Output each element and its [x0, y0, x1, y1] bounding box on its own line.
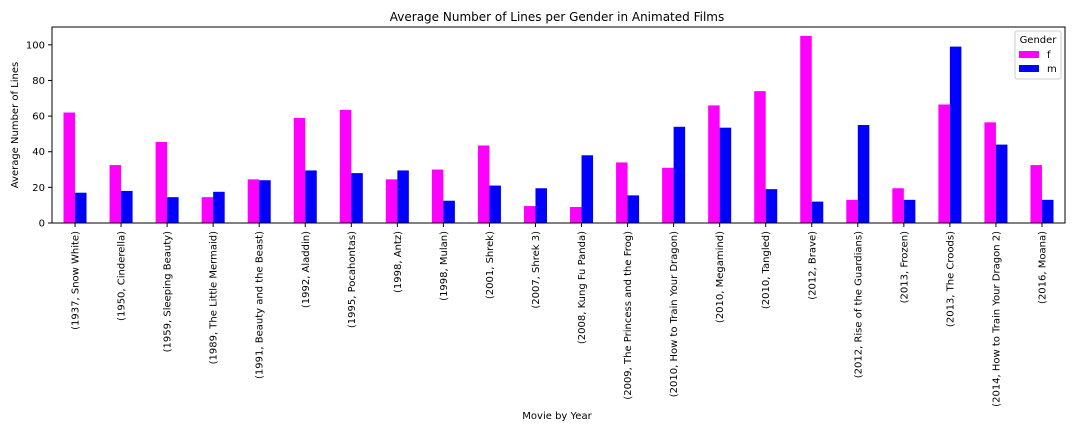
bar-f-12: [616, 162, 628, 223]
bar-m-12: [627, 195, 640, 223]
x-tick-label: (2007, Shrek 3): [531, 231, 542, 309]
x-tick-label: (2013, Frozen): [899, 231, 910, 303]
x-tick-label: (1989, The Little Mermaid): [209, 231, 220, 364]
x-tick-label: (1998, Antz): [393, 231, 404, 293]
bar-m-1: [121, 190, 133, 223]
bar-f-17: [846, 199, 858, 223]
bar-f-16: [800, 35, 812, 224]
y-axis: 0 20 40 60 80 100: [26, 40, 52, 230]
y-axis-title: Average Number of Lines: [10, 62, 21, 188]
y-tick-label: 80: [32, 76, 45, 87]
bar-m-20: [995, 144, 1008, 223]
bar-f-21: [1030, 165, 1042, 223]
legend-swatch-m: [1019, 65, 1039, 72]
bar-m-11: [581, 155, 594, 223]
y-tick-label: 40: [32, 147, 45, 158]
x-tick-label: (2014, How to Train Your Dragon 2): [991, 231, 1002, 407]
x-tick-label: (2010, Tangled): [761, 231, 772, 309]
bar-m-21: [1041, 199, 1054, 223]
chart-title: Average Number of Lines per Gender in An…: [390, 10, 724, 24]
bar-m-5: [305, 170, 317, 223]
x-tick-label: (2010, Megamind): [715, 231, 726, 323]
bar-m-16: [811, 201, 824, 223]
x-tick-label: (1991, Beauty and the Beast): [255, 231, 266, 379]
x-tick-label: (1998, Mulan): [439, 231, 450, 301]
x-axis: (1937, Snow White) (1950, Cinderella) (195…: [71, 223, 1048, 407]
x-tick-label: (1950, Cinderella): [117, 231, 128, 321]
x-tick-label: (1992, Aladdin): [301, 231, 312, 308]
bar-m-7: [397, 170, 409, 223]
bar-f-3: [201, 197, 214, 223]
bar-m-0: [75, 192, 87, 223]
bar-f-19: [938, 104, 950, 223]
bar-f-7: [385, 179, 398, 223]
y-tick-label: 20: [32, 183, 45, 194]
bar-f-4: [247, 179, 260, 223]
bar-m-2: [167, 197, 179, 223]
bar-f-13: [662, 167, 674, 223]
bar-m-4: [259, 180, 271, 223]
bar-m-15: [765, 189, 778, 223]
y-tick-label: 60: [32, 112, 45, 123]
legend-title: Gender: [1020, 35, 1058, 46]
x-tick-label: (1959, Sleeping Beauty): [163, 231, 174, 352]
x-tick-label: (2001, Shrek): [485, 231, 496, 299]
bar-f-18: [892, 188, 904, 223]
bar-m-3: [213, 191, 225, 223]
bar-m-14: [719, 127, 732, 223]
bar-f-2: [155, 141, 168, 223]
bar-m-19: [949, 46, 962, 223]
bar-m-10: [535, 188, 547, 223]
x-tick-label: (1937, Snow White): [71, 231, 82, 330]
x-tick-label: (2010, How to Train Your Dragon): [669, 231, 680, 397]
bar-m-8: [443, 200, 455, 223]
bar-m-18: [903, 199, 916, 223]
bar-m-9: [489, 185, 501, 223]
bar-m-6: [351, 173, 363, 223]
x-tick-label: (2016, Moana): [1037, 231, 1048, 304]
bar-f-20: [984, 122, 996, 223]
bars-group: [63, 35, 1054, 224]
legend-label-m: m: [1047, 64, 1057, 75]
bar-f-14: [708, 105, 720, 223]
bar-f-6: [339, 109, 352, 223]
y-tick-label: 0: [39, 219, 45, 230]
y-tick-label: 100: [26, 40, 45, 51]
x-tick-label: (2013, The Croods): [945, 231, 956, 327]
legend-swatch-f: [1019, 51, 1039, 58]
x-tick-label: (1995, Pocahontas): [347, 231, 358, 328]
bar-f-10: [523, 206, 536, 223]
bar-f-11: [570, 206, 582, 223]
x-axis-title: Movie by Year: [522, 411, 592, 422]
x-tick-label: (2012, Brave): [807, 231, 818, 300]
bar-f-15: [754, 91, 766, 224]
x-tick-label: (2009, The Princess and the Frog): [623, 231, 634, 400]
bar-f-9: [477, 145, 490, 223]
bar-m-17: [857, 125, 870, 223]
bar-f-5: [293, 117, 306, 223]
x-tick-label: (2012, Rise of the Guardians): [853, 231, 864, 378]
legend: Gender fm: [1014, 30, 1062, 80]
x-tick-label: (2008, Kung Fu Panda): [577, 231, 588, 344]
bar-f-1: [109, 165, 122, 223]
bar-m-13: [673, 126, 686, 223]
bar-f-8: [431, 169, 444, 223]
plot-frame: [51, 26, 1066, 224]
legend-label-f: f: [1047, 50, 1051, 61]
bar-f-0: [63, 112, 76, 223]
